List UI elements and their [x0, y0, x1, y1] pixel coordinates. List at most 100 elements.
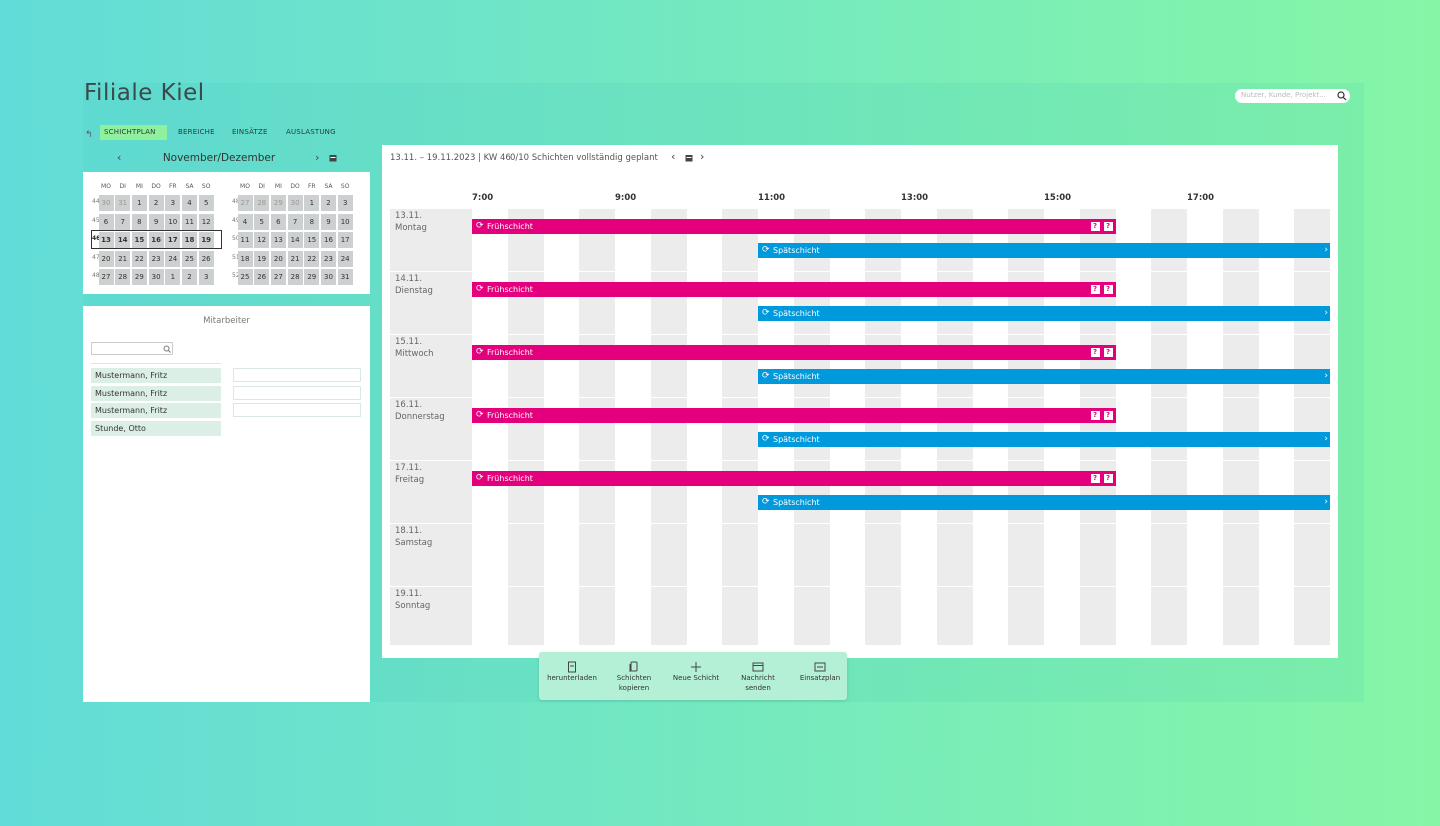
calendar-day[interactable]: 22: [131, 250, 147, 267]
calendar-day[interactable]: 4: [182, 195, 197, 211]
calendar-day[interactable]: 28: [115, 269, 131, 285]
employee-input[interactable]: [233, 403, 361, 418]
calendar-day[interactable]: 18: [182, 232, 197, 248]
calendar-day[interactable]: 19: [254, 250, 270, 267]
shift-bar[interactable]: ⟳ Frühschicht??: [472, 282, 1116, 297]
calendar-day[interactable]: 29: [270, 195, 286, 211]
calendar-day[interactable]: 15: [304, 232, 320, 248]
calendar-day[interactable]: 9: [321, 213, 336, 230]
calendar-day[interactable]: 15: [131, 232, 147, 248]
calendar-day[interactable]: 4: [237, 213, 253, 230]
toolbar-icon[interactable]: [628, 658, 640, 672]
calendar-day[interactable]: 13: [98, 232, 114, 248]
shift-bar[interactable]: ⟳ Spätschicht ›: [758, 495, 1330, 510]
calendar-day[interactable]: 26: [198, 250, 214, 267]
employee-input[interactable]: [233, 385, 361, 400]
shift-bar[interactable]: ⟳ Frühschicht??: [472, 219, 1116, 234]
toolbar-button[interactable]: Schichten kopieren: [616, 674, 652, 692]
calendar-day[interactable]: 2: [321, 195, 336, 211]
calendar-day[interactable]: 1: [165, 269, 181, 285]
calendar-day[interactable]: 13: [270, 232, 286, 248]
calendar-day[interactable]: 1: [304, 195, 320, 211]
nav-tab[interactable]: AUSLASTUNG: [286, 128, 336, 136]
calendar-day[interactable]: 14: [287, 232, 303, 248]
shift-bar[interactable]: ⟳ Spätschicht ›: [758, 306, 1330, 321]
calendar-day[interactable]: 30: [148, 269, 164, 285]
calendar-day[interactable]: 20: [98, 250, 114, 267]
calendar-day[interactable]: 25: [182, 250, 197, 267]
calendar-day[interactable]: 8: [304, 213, 320, 230]
calendar-day[interactable]: 12: [198, 213, 214, 230]
calendar-day[interactable]: 18: [237, 250, 253, 267]
toolbar-button[interactable]: Neue Schicht: [672, 674, 720, 682]
nav-tab[interactable]: EINSÄTZE: [232, 128, 268, 136]
calendar-day[interactable]: 14: [115, 232, 131, 248]
calendar-day[interactable]: 6: [98, 213, 114, 230]
calendar-day[interactable]: 5: [254, 213, 270, 230]
shift-bar[interactable]: ⟳ Spätschicht ›: [758, 243, 1330, 258]
calendar-day[interactable]: 27: [98, 269, 114, 285]
calendar-day[interactable]: 25: [237, 269, 253, 285]
employee-item[interactable]: Mustermann, Fritz: [91, 403, 221, 419]
employee-item[interactable]: Mustermann, Fritz: [91, 385, 221, 401]
calendar-day[interactable]: 10: [165, 213, 181, 230]
calendar-day[interactable]: 29: [304, 269, 320, 285]
calendar-day[interactable]: 22: [304, 250, 320, 267]
search-box[interactable]: Nutzer, Kunde, Projekt...: [1235, 89, 1350, 103]
calendar-day[interactable]: 11: [237, 232, 253, 248]
nav-tab[interactable]: SCHICHTPLAN: [104, 128, 156, 136]
calendar-day[interactable]: 10: [337, 213, 353, 230]
toolbar-icon[interactable]: [752, 658, 764, 672]
week-next[interactable]: ›: [700, 150, 705, 163]
calendar-day[interactable]: 30: [321, 269, 336, 285]
calendar-day[interactable]: 17: [165, 232, 181, 248]
calendar-day[interactable]: 28: [287, 269, 303, 285]
calendar-day[interactable]: 3: [165, 195, 181, 211]
calendar-day[interactable]: 5: [198, 195, 214, 211]
calendar-day[interactable]: 2: [182, 269, 197, 285]
calendar-day[interactable]: 3: [337, 195, 353, 211]
calendar-day[interactable]: 19: [198, 232, 214, 248]
toolbar-icon[interactable]: [690, 658, 702, 672]
calendar-day[interactable]: 23: [321, 250, 336, 267]
toolbar-icon[interactable]: [566, 658, 578, 673]
calendar-day[interactable]: 17: [337, 232, 353, 248]
calendar-day[interactable]: 8: [131, 213, 147, 230]
calendar-prev[interactable]: ‹: [117, 151, 122, 164]
shift-bar[interactable]: ⟳ Frühschicht??: [472, 471, 1116, 486]
calendar-day[interactable]: 2: [148, 195, 164, 211]
employee-item[interactable]: Stunde, Otto: [91, 421, 221, 437]
calendar-day[interactable]: 30: [98, 195, 114, 211]
shift-bar[interactable]: ⟳ Spätschicht ›: [758, 432, 1330, 447]
calendar-day[interactable]: 31: [115, 195, 131, 211]
calendar-icon[interactable]: [685, 154, 693, 162]
shift-bar[interactable]: ⟳ Frühschicht??: [472, 345, 1116, 360]
calendar-day[interactable]: 11: [182, 213, 197, 230]
back-icon[interactable]: ↰: [85, 130, 93, 140]
shift-bar[interactable]: ⟳ Spätschicht ›: [758, 369, 1330, 384]
calendar-next[interactable]: ›: [315, 151, 320, 164]
calendar-day[interactable]: 26: [254, 269, 270, 285]
nav-tab[interactable]: BEREICHE: [178, 128, 215, 136]
shift-bar[interactable]: ⟳ Frühschicht??: [472, 408, 1116, 423]
toolbar-icon[interactable]: [814, 658, 826, 672]
calendar-day[interactable]: 21: [115, 250, 131, 267]
calendar-day[interactable]: 24: [337, 250, 353, 267]
toolbar-button[interactable]: Nachricht senden: [741, 674, 775, 692]
calendar-day[interactable]: 7: [115, 213, 131, 230]
calendar-day[interactable]: 7: [287, 213, 303, 230]
calendar-day[interactable]: 23: [148, 250, 164, 267]
calendar-day[interactable]: 1: [131, 195, 147, 211]
calendar-day[interactable]: 9: [148, 213, 164, 230]
employee-search[interactable]: [91, 342, 173, 355]
calendar-day[interactable]: 16: [321, 232, 336, 248]
calendar-day[interactable]: 24: [165, 250, 181, 267]
calendar-day[interactable]: 12: [254, 232, 270, 248]
calendar-day[interactable]: 31: [337, 269, 353, 285]
calendar-day[interactable]: 27: [237, 195, 253, 211]
employee-item[interactable]: Mustermann, Fritz: [91, 368, 221, 383]
calendar-day[interactable]: 21: [287, 250, 303, 267]
calendar-day[interactable]: 29: [131, 269, 147, 285]
toolbar-button[interactable]: herunterladen: [547, 674, 597, 682]
calendar-day[interactable]: 27: [270, 269, 286, 285]
